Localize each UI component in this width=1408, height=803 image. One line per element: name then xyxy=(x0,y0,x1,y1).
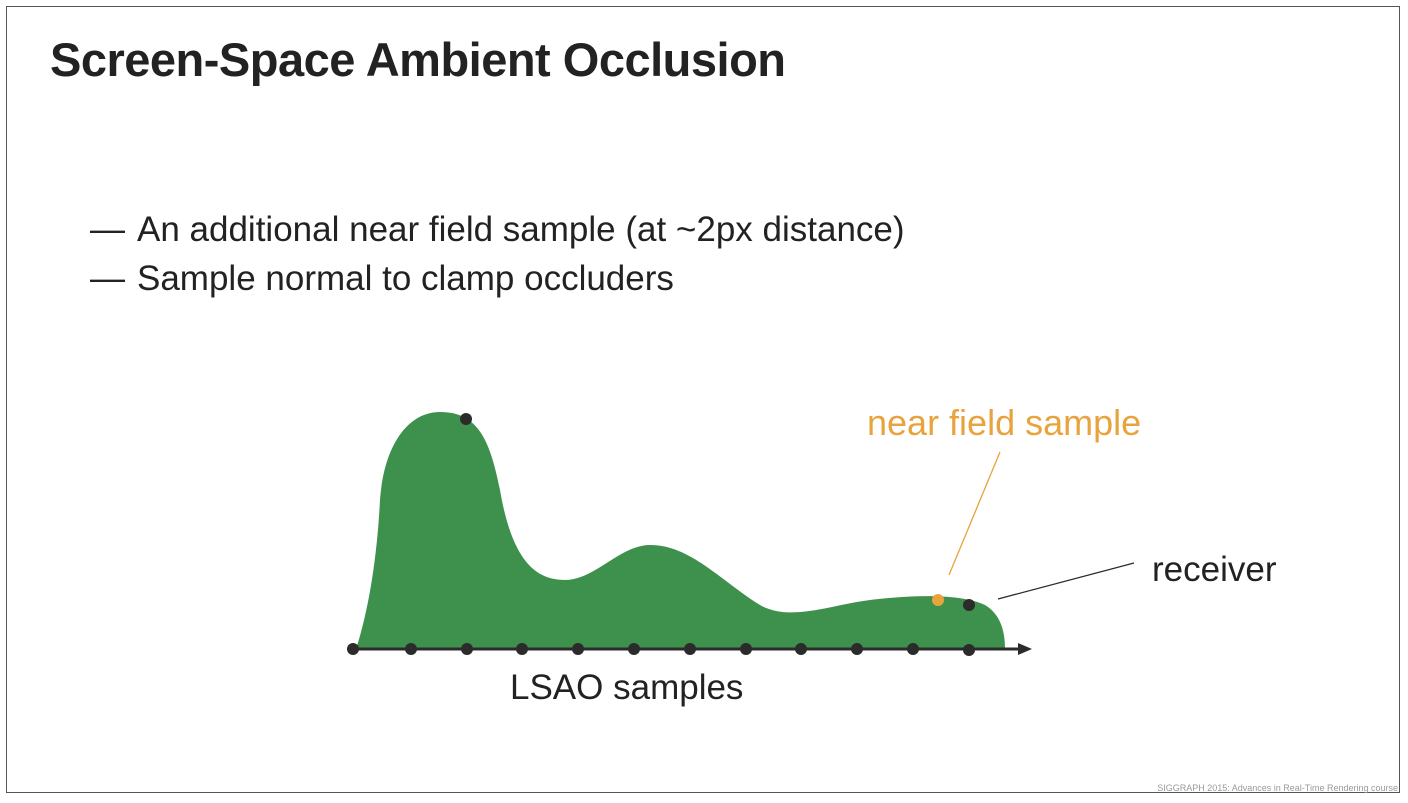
lsao-sample-dot xyxy=(347,643,359,655)
receiver-leader-line xyxy=(997,562,1135,600)
receiver-label: receiver xyxy=(1152,550,1277,589)
terrain-shape xyxy=(356,412,1005,649)
bullet-text: An additional near field sample (at ~2px… xyxy=(137,210,905,249)
bullet-list: — An additional near field sample (at ~2p… xyxy=(90,205,905,303)
lsao-sample-dot xyxy=(963,644,975,656)
slide-frame xyxy=(6,6,1400,793)
near-field-sample-dot xyxy=(932,594,944,606)
lsao-sample-dot xyxy=(628,643,640,655)
bullet-dash: — xyxy=(90,259,125,298)
receiver-dot xyxy=(963,599,975,611)
lsao-sample-dot xyxy=(851,643,863,655)
lsao-sample-dot xyxy=(795,643,807,655)
near-field-label: near field sample xyxy=(867,402,1141,443)
near-field-leader-line xyxy=(948,451,1001,576)
bullet-dash: — xyxy=(90,210,125,249)
bullet-item: — Sample normal to clamp occluders xyxy=(90,254,905,303)
lsao-sample-dot xyxy=(684,643,696,655)
bullet-text: Sample normal to clamp occluders xyxy=(137,259,674,298)
axis-arrowhead xyxy=(1018,643,1032,655)
lsao-sample-dot xyxy=(740,643,752,655)
lsao-sample-dot xyxy=(461,643,473,655)
lsao-samples-label: LSAO samples xyxy=(510,668,743,707)
lsao-sample-dot xyxy=(572,643,584,655)
bullet-item: — An additional near field sample (at ~2p… xyxy=(90,205,905,254)
lsao-sample-dot xyxy=(907,643,919,655)
lsao-sample-dot xyxy=(516,643,528,655)
slide-title: Screen-Space Ambient Occlusion xyxy=(50,33,786,86)
peak-sample-dot xyxy=(460,413,472,425)
lsao-sample-dot xyxy=(405,643,417,655)
footer-credit: SIGGRAPH 2015: Advances in Real-Time Ren… xyxy=(1157,783,1398,793)
